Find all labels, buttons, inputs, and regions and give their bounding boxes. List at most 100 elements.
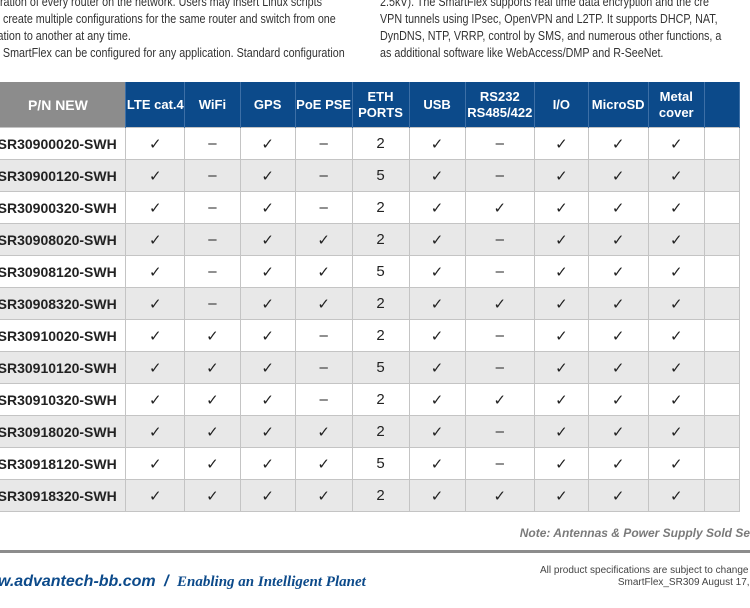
- feature-cell: ✓: [534, 415, 589, 448]
- intro-line: 2.5kV). The SmartFlex supports real time…: [380, 0, 710, 9]
- intro-line: guration of every router on the network.…: [0, 0, 323, 9]
- feature-cell: ✓: [464, 479, 536, 512]
- feature-cell: ✓: [294, 223, 353, 256]
- feature-cell: 2: [351, 127, 410, 160]
- feature-cell: –: [464, 415, 536, 448]
- feature-cell: –: [464, 319, 536, 352]
- part-number-cell: -SR30918320-SWH: [0, 479, 127, 512]
- website-link[interactable]: w.advantech-bb.com: [0, 573, 156, 590]
- column-header: MicroSD: [588, 82, 649, 128]
- feature-cell: ✓: [239, 351, 296, 384]
- feature-cell: ✓: [125, 287, 186, 320]
- table-row: -SR30918320-SWH ✓ ✓ ✓ ✓ 2 ✓ ✓ ✓ ✓ ✓: [0, 479, 741, 512]
- feature-cell: –: [184, 191, 241, 224]
- feature-cell: ✓: [125, 383, 186, 416]
- feature-cell: ✓: [587, 159, 649, 192]
- product-table: P/N NEW LTE cat.4 WiFi GPS PoE PSE ETH PORTS U…: [0, 82, 741, 512]
- feature-cell: ✓: [125, 351, 186, 384]
- intro-line: DynDNS, NTP, VRRP, control by SMS, and n…: [380, 29, 722, 43]
- feature-cell: ✓: [239, 255, 296, 288]
- feature-cell: –: [184, 255, 241, 288]
- feature-cell: –: [184, 287, 241, 320]
- feature-cell: –: [464, 159, 536, 192]
- feature-cell: ✓: [125, 319, 186, 352]
- feature-cell: ✓: [647, 415, 705, 448]
- table-row: -SR30908320-SWH ✓ – ✓ ✓ 2 ✓ ✓ ✓ ✓ ✓: [0, 287, 741, 320]
- column-header: PoE PSE: [295, 82, 353, 128]
- intro-line: uration to another at any time.: [0, 29, 131, 43]
- feature-cell: ✓: [125, 415, 186, 448]
- feature-cell: ✓: [647, 479, 705, 512]
- feature-cell: ✓: [587, 319, 649, 352]
- feature-cell: ✓: [408, 479, 466, 512]
- table-row: -SR30910120-SWH ✓ ✓ ✓ –5 ✓ – ✓ ✓ ✓: [0, 351, 741, 384]
- footer-brand: w.advantech-bb.com / Enabling an Intelli…: [0, 573, 366, 591]
- feature-cell: ✓: [587, 287, 649, 320]
- feature-cell: ✓: [239, 415, 296, 448]
- part-number-cell: -SR30910020-SWH: [0, 319, 127, 352]
- feature-cell: ✓: [587, 415, 649, 448]
- table-row: -SR30918120-SWH ✓ ✓ ✓ ✓ 5 ✓ – ✓ ✓ ✓: [0, 447, 741, 480]
- intro-right-column: 2.5kV). The SmartFlex supports real time…: [380, 0, 721, 62]
- feature-cell: [703, 159, 741, 192]
- part-number-cell: -SR30908120-SWH: [0, 255, 127, 288]
- feature-cell: 5: [351, 351, 410, 384]
- feature-cell: ✓: [534, 159, 589, 192]
- table-row: -SR30908020-SWH ✓ – ✓ ✓ 2 ✓ – ✓ ✓ ✓: [0, 223, 741, 256]
- feature-cell: ✓: [294, 447, 353, 480]
- feature-cell: ✓: [647, 383, 705, 416]
- feature-cell: ✓: [647, 255, 705, 288]
- part-number-cell: -SR30908020-SWH: [0, 223, 127, 256]
- part-number-cell: -SR30918120-SWH: [0, 447, 127, 480]
- column-header: WiFi: [184, 82, 241, 128]
- feature-cell: ✓: [464, 287, 536, 320]
- intro-left-column: guration of every router on the network.…: [0, 0, 345, 62]
- feature-cell: ✓: [184, 447, 241, 480]
- feature-cell: ✓: [534, 351, 589, 384]
- part-number-cell: -SR30900120-SWH: [0, 159, 127, 192]
- feature-cell: ✓: [647, 191, 705, 224]
- part-number-cell: -SR30908320-SWH: [0, 287, 127, 320]
- feature-cell: [703, 223, 741, 256]
- feature-cell: –: [464, 127, 536, 160]
- feature-cell: [703, 127, 741, 160]
- feature-cell: 5: [351, 255, 410, 288]
- feature-cell: ✓: [408, 223, 466, 256]
- feature-cell: –: [184, 159, 241, 192]
- feature-cell: ✓: [408, 159, 466, 192]
- note-text: Note: Antennas & Power Supply Sold Se: [519, 526, 750, 540]
- feature-cell: ✓: [534, 223, 589, 256]
- feature-cell: ✓: [647, 319, 705, 352]
- tagline: Enabling an Intelligent Planet: [177, 574, 366, 590]
- feature-cell: ✓: [587, 351, 649, 384]
- feature-cell: ✓: [239, 479, 296, 512]
- feature-cell: ✓: [184, 383, 241, 416]
- feature-cell: ✓: [239, 159, 296, 192]
- feature-cell: ✓: [464, 383, 536, 416]
- column-header: GPS: [240, 82, 296, 128]
- feature-cell: [703, 191, 741, 224]
- feature-cell: 2: [351, 319, 410, 352]
- feature-cell: ✓: [239, 319, 296, 352]
- feature-cell: 5: [351, 447, 410, 480]
- feature-cell: –: [464, 351, 536, 384]
- feature-cell: ✓: [125, 255, 186, 288]
- feature-cell: ✓: [294, 479, 353, 512]
- feature-cell: ✓: [534, 383, 589, 416]
- feature-cell: ✓: [647, 127, 705, 160]
- feature-cell: ✓: [239, 383, 296, 416]
- feature-cell: ✓: [184, 479, 241, 512]
- feature-cell: ✓: [408, 191, 466, 224]
- feature-cell: ✓: [534, 479, 589, 512]
- feature-cell: 2: [351, 415, 410, 448]
- feature-cell: ✓: [239, 287, 296, 320]
- part-number-cell: -SR30918020-SWH: [0, 415, 127, 448]
- feature-cell: ✓: [125, 159, 186, 192]
- feature-cell: ✓: [534, 447, 589, 480]
- feature-cell: ✓: [587, 255, 649, 288]
- feature-cell: –: [294, 383, 353, 416]
- feature-cell: ✓: [239, 447, 296, 480]
- table-header-row: P/N NEW LTE cat.4 WiFi GPS PoE PSE ETH PORTS U…: [0, 82, 741, 128]
- feature-cell: ✓: [239, 191, 296, 224]
- feature-cell: ✓: [184, 415, 241, 448]
